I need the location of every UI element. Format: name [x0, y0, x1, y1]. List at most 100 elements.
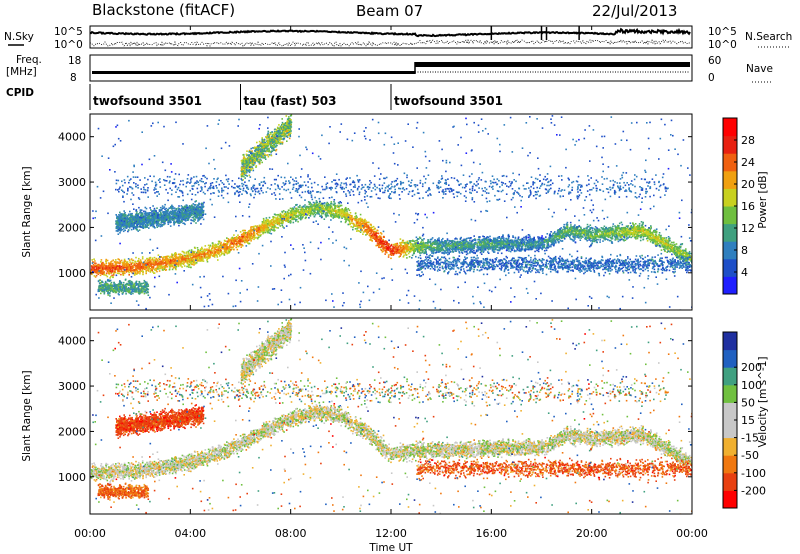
power-cell	[411, 257, 413, 259]
power-cell	[506, 241, 508, 243]
power-cell	[117, 261, 119, 264]
power-cell	[177, 265, 180, 268]
power-cell	[307, 201, 310, 203]
power-cell	[354, 216, 356, 218]
power-cell	[342, 214, 344, 217]
power-cell	[189, 262, 192, 264]
power-cell	[591, 229, 594, 232]
power-cell	[365, 223, 367, 225]
power-cell	[491, 241, 494, 243]
power-cell	[521, 239, 523, 241]
power-cell	[227, 249, 230, 252]
power-cell	[467, 246, 469, 249]
power-cell	[462, 239, 464, 242]
power-cell	[92, 269, 95, 271]
power-cell	[148, 258, 150, 261]
power-cell	[380, 232, 382, 234]
power-cell	[518, 248, 520, 250]
power-cell	[609, 234, 611, 237]
power-cell	[320, 204, 323, 207]
power-cell	[429, 254, 432, 256]
power-cell	[283, 227, 285, 229]
power-cell	[279, 225, 282, 227]
power-cell	[417, 246, 419, 249]
power-cell	[355, 221, 358, 223]
power-cell	[251, 226, 253, 228]
power-cell	[420, 252, 422, 254]
power-cell	[356, 228, 358, 230]
power-cell	[555, 233, 558, 235]
power-cell	[207, 244, 210, 247]
power-cell	[156, 260, 158, 262]
power-cell	[262, 220, 265, 223]
power-cell	[296, 203, 298, 206]
power-cell	[108, 262, 110, 264]
power-cell	[250, 226, 252, 228]
power-cell	[333, 200, 335, 203]
power-cell	[435, 251, 438, 253]
power-cell	[648, 238, 651, 241]
power-cell	[293, 210, 295, 213]
power-cell	[578, 225, 581, 227]
power-cell	[434, 251, 436, 254]
power-cell	[427, 244, 429, 247]
power-cell	[593, 240, 596, 243]
power-cell	[555, 241, 557, 244]
power-cell	[570, 224, 572, 226]
power-cell	[633, 235, 636, 237]
power-cell	[510, 239, 513, 241]
power-cell	[510, 242, 513, 244]
power-cell	[436, 238, 439, 240]
power-cell	[259, 230, 261, 233]
power-cell	[194, 262, 197, 265]
power-cell	[242, 240, 245, 243]
power-cell	[312, 205, 314, 207]
power-cell	[660, 249, 663, 251]
power-cell	[383, 236, 385, 238]
power-cell	[507, 248, 510, 250]
power-cell	[507, 240, 510, 242]
power-cell	[666, 240, 669, 243]
power-cell	[512, 236, 514, 238]
power-cell	[469, 239, 471, 242]
power-cell	[446, 245, 448, 247]
power-cell	[646, 235, 648, 237]
power-cell	[688, 253, 690, 256]
power-cell	[281, 224, 284, 226]
power-cell	[293, 206, 296, 208]
power-cell	[144, 262, 147, 265]
power-cell	[676, 252, 678, 254]
power-cell	[654, 231, 656, 233]
power-cell	[509, 241, 511, 244]
power-cell	[186, 262, 189, 264]
power-cell	[141, 269, 144, 271]
power-cell	[220, 253, 222, 256]
power-cell	[526, 239, 529, 242]
power-cell	[204, 250, 207, 252]
power-cell	[411, 249, 413, 252]
power-cell	[493, 245, 496, 247]
power-cell	[598, 235, 600, 237]
nave-right-tick-low: 0	[708, 72, 715, 84]
power-cell	[209, 244, 212, 247]
power-cell	[322, 212, 325, 215]
power-cell	[628, 235, 631, 238]
power-cell	[611, 241, 613, 243]
power-cell	[586, 223, 589, 226]
power-cell	[501, 245, 503, 248]
power-cell	[681, 243, 683, 246]
power-cell	[338, 216, 341, 219]
power-cell	[404, 253, 407, 255]
power-cell	[112, 270, 114, 272]
power-cell	[480, 253, 483, 255]
power-cell	[457, 249, 459, 251]
power-cell	[429, 238, 432, 241]
power-cell	[487, 251, 489, 253]
power-cell	[123, 267, 125, 269]
power-cell	[298, 206, 301, 209]
power-cell	[238, 236, 241, 238]
power-cell	[409, 241, 412, 244]
power-cell	[376, 229, 378, 232]
power-cell	[171, 268, 174, 271]
power-cell	[433, 241, 436, 243]
